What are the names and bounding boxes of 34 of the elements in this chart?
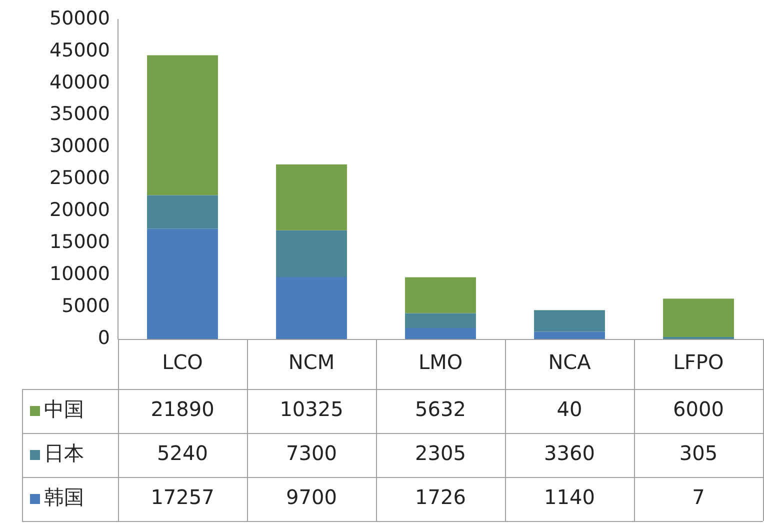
- y-tick-label: 15000: [50, 231, 110, 254]
- y-tick-label: 35000: [50, 103, 110, 126]
- data-label: 21890: [150, 397, 214, 422]
- y-tick-label: 10000: [50, 263, 110, 286]
- data-label: 6000: [673, 397, 724, 422]
- data-label: 1140: [544, 485, 595, 510]
- data-label: 3360: [544, 441, 595, 466]
- y-tick-label: 25000: [50, 167, 110, 190]
- data-label: 9700: [286, 485, 337, 510]
- y-tick-label: 20000: [50, 199, 110, 222]
- legend-label: 韩国: [44, 485, 84, 510]
- data-label: 10325: [280, 397, 344, 422]
- y-tick-label: 50000: [50, 7, 110, 30]
- x-tick-label: NCA: [548, 350, 592, 374]
- legend-label: 日本: [44, 441, 84, 466]
- data-label: 2305: [415, 441, 466, 466]
- y-tick-label: 45000: [50, 39, 110, 62]
- data-label: 5632: [415, 397, 466, 422]
- data-label: 305: [679, 441, 718, 466]
- y-tick-label: 40000: [50, 71, 110, 94]
- x-tick-label: NCM: [288, 350, 335, 374]
- y-tick-label: 5000: [62, 294, 110, 317]
- y-tick-label: 0: [98, 326, 110, 349]
- data-label: 1726: [415, 485, 466, 510]
- x-tick-label: LFPO: [673, 350, 724, 374]
- data-label: 40: [556, 397, 582, 422]
- data-label: 17257: [150, 485, 214, 510]
- y-tick-label: 30000: [50, 135, 110, 158]
- x-tick-label: LMO: [418, 350, 463, 374]
- data-label: 7: [692, 485, 705, 510]
- x-tick-label: LCO: [162, 350, 203, 374]
- data-label: 7300: [286, 441, 337, 466]
- data-label: 5240: [157, 441, 208, 466]
- legend-label: 中国: [44, 397, 84, 422]
